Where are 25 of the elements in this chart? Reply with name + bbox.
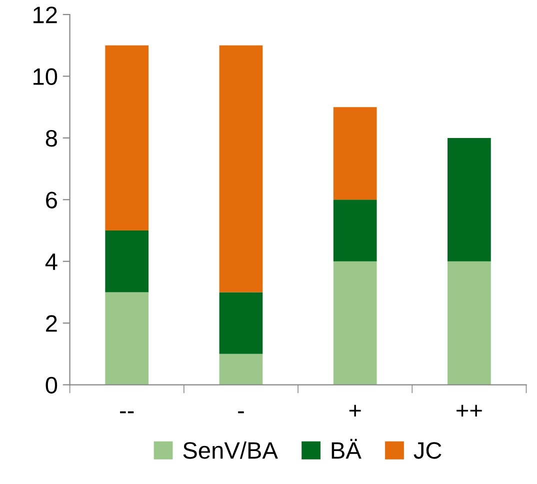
y-tick-label: 12 xyxy=(34,6,57,24)
bar xyxy=(219,354,263,385)
x-tick-label: + xyxy=(349,404,361,416)
y-tick-label: 2 xyxy=(46,315,57,332)
bar xyxy=(219,45,263,292)
y-tick-label: 4 xyxy=(45,254,58,270)
bar xyxy=(105,292,149,385)
y-tick-label: 10 xyxy=(34,68,58,86)
bar xyxy=(448,138,491,262)
bar xyxy=(333,200,377,262)
bar xyxy=(333,261,377,385)
x-tick-label: -- xyxy=(120,411,134,414)
legend-label: JC xyxy=(414,442,442,459)
x-tick-label: ++ xyxy=(456,404,482,416)
legend-label: SenV/BA xyxy=(183,441,278,459)
bar xyxy=(219,292,263,354)
bar xyxy=(105,45,149,231)
x-tick-label: - xyxy=(238,411,244,414)
bar xyxy=(333,107,377,200)
y-tick-label: 6 xyxy=(46,192,57,208)
legend-label: BÄ xyxy=(332,438,362,459)
bar xyxy=(448,261,491,385)
y-tick-label: 8 xyxy=(46,130,57,147)
bar xyxy=(105,230,149,292)
y-tick-label: 0 xyxy=(46,376,58,394)
